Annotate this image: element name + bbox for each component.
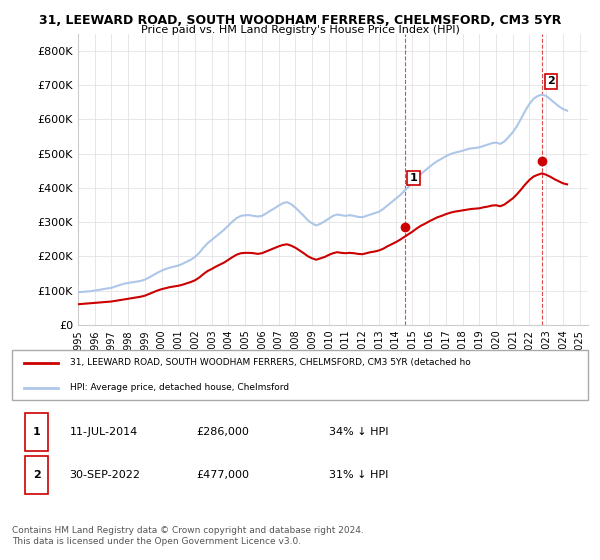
FancyBboxPatch shape [25,413,48,451]
Text: £286,000: £286,000 [196,427,249,437]
Text: 31, LEEWARD ROAD, SOUTH WOODHAM FERRERS, CHELMSFORD, CM3 5YR (detached ho: 31, LEEWARD ROAD, SOUTH WOODHAM FERRERS,… [70,358,470,367]
Text: £477,000: £477,000 [196,470,250,480]
Text: 2: 2 [33,470,41,480]
FancyBboxPatch shape [25,456,48,494]
Text: 2: 2 [547,76,555,86]
Text: Price paid vs. HM Land Registry's House Price Index (HPI): Price paid vs. HM Land Registry's House … [140,25,460,35]
Text: HPI: Average price, detached house, Chelmsford: HPI: Average price, detached house, Chel… [70,383,289,393]
Text: 1: 1 [33,427,41,437]
Text: 34% ↓ HPI: 34% ↓ HPI [329,427,388,437]
FancyBboxPatch shape [12,350,588,400]
Text: 30-SEP-2022: 30-SEP-2022 [70,470,140,480]
Text: 1: 1 [410,173,418,183]
Text: 11-JUL-2014: 11-JUL-2014 [70,427,138,437]
Text: 31% ↓ HPI: 31% ↓ HPI [329,470,388,480]
Text: Contains HM Land Registry data © Crown copyright and database right 2024.
This d: Contains HM Land Registry data © Crown c… [12,526,364,546]
Text: 31, LEEWARD ROAD, SOUTH WOODHAM FERRERS, CHELMSFORD, CM3 5YR: 31, LEEWARD ROAD, SOUTH WOODHAM FERRERS,… [39,14,561,27]
